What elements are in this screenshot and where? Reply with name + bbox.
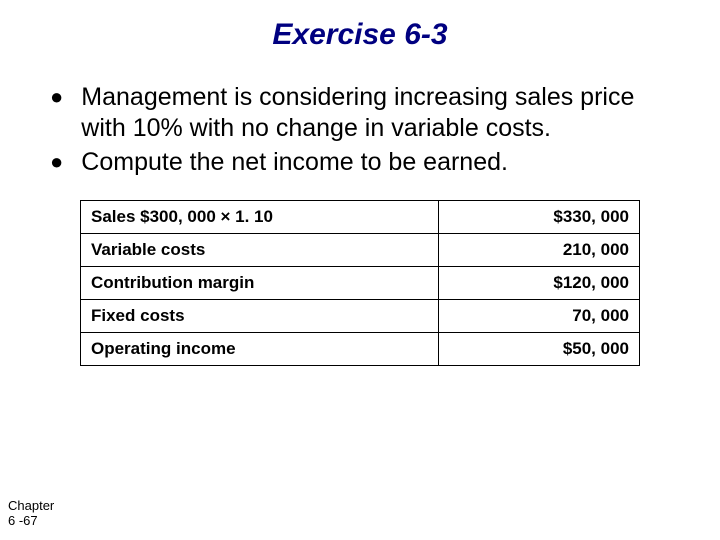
list-item: ● Compute the net income to be earned.	[50, 147, 670, 178]
row-value: $330, 000	[439, 200, 640, 233]
row-label: Fixed costs	[81, 299, 439, 332]
bullet-icon: ●	[50, 82, 63, 112]
table-row: Contribution margin $120, 000	[81, 266, 640, 299]
footer-line1: Chapter	[8, 499, 54, 513]
table-row: Sales $300, 000 × 1. 10 $330, 000	[81, 200, 640, 233]
bullet-icon: ●	[50, 147, 63, 177]
bullet-list: ● Management is considering increasing s…	[50, 82, 670, 178]
table-row: Operating income $50, 000	[81, 332, 640, 365]
data-table: Sales $300, 000 × 1. 10 $330, 000 Variab…	[80, 200, 640, 366]
row-label: Sales $300, 000 × 1. 10	[81, 200, 439, 233]
row-label: Operating income	[81, 332, 439, 365]
row-label: Contribution margin	[81, 266, 439, 299]
row-label: Variable costs	[81, 233, 439, 266]
chapter-footer: Chapter 6 -67	[8, 499, 54, 528]
data-table-wrap: Sales $300, 000 × 1. 10 $330, 000 Variab…	[80, 200, 640, 366]
table-row: Fixed costs 70, 000	[81, 299, 640, 332]
list-item: ● Management is considering increasing s…	[50, 82, 670, 145]
row-value: $120, 000	[439, 266, 640, 299]
table-row: Variable costs 210, 000	[81, 233, 640, 266]
bullet-text: Compute the net income to be earned.	[81, 147, 508, 178]
row-value: 70, 000	[439, 299, 640, 332]
footer-line2: 6 -67	[8, 514, 54, 528]
page-title: Exercise 6-3	[0, 0, 720, 52]
row-value: $50, 000	[439, 332, 640, 365]
row-value: 210, 000	[439, 233, 640, 266]
bullet-text: Management is considering increasing sal…	[81, 82, 670, 145]
